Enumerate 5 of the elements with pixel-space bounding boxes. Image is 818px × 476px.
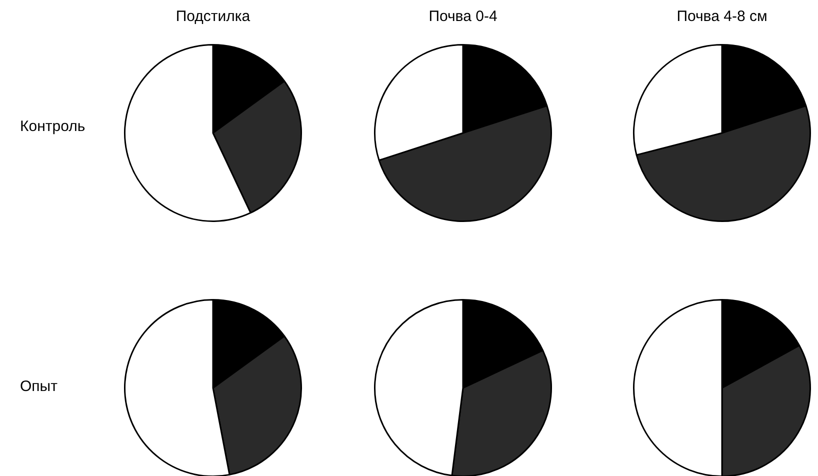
chart-title: Почва 0-4: [428, 8, 498, 25]
text: Опыт: [20, 378, 58, 395]
text: Контроль: [20, 118, 86, 135]
chart-title: Подстилка: [174, 8, 252, 25]
chart-title: Почва 4-8 см: [676, 8, 768, 25]
